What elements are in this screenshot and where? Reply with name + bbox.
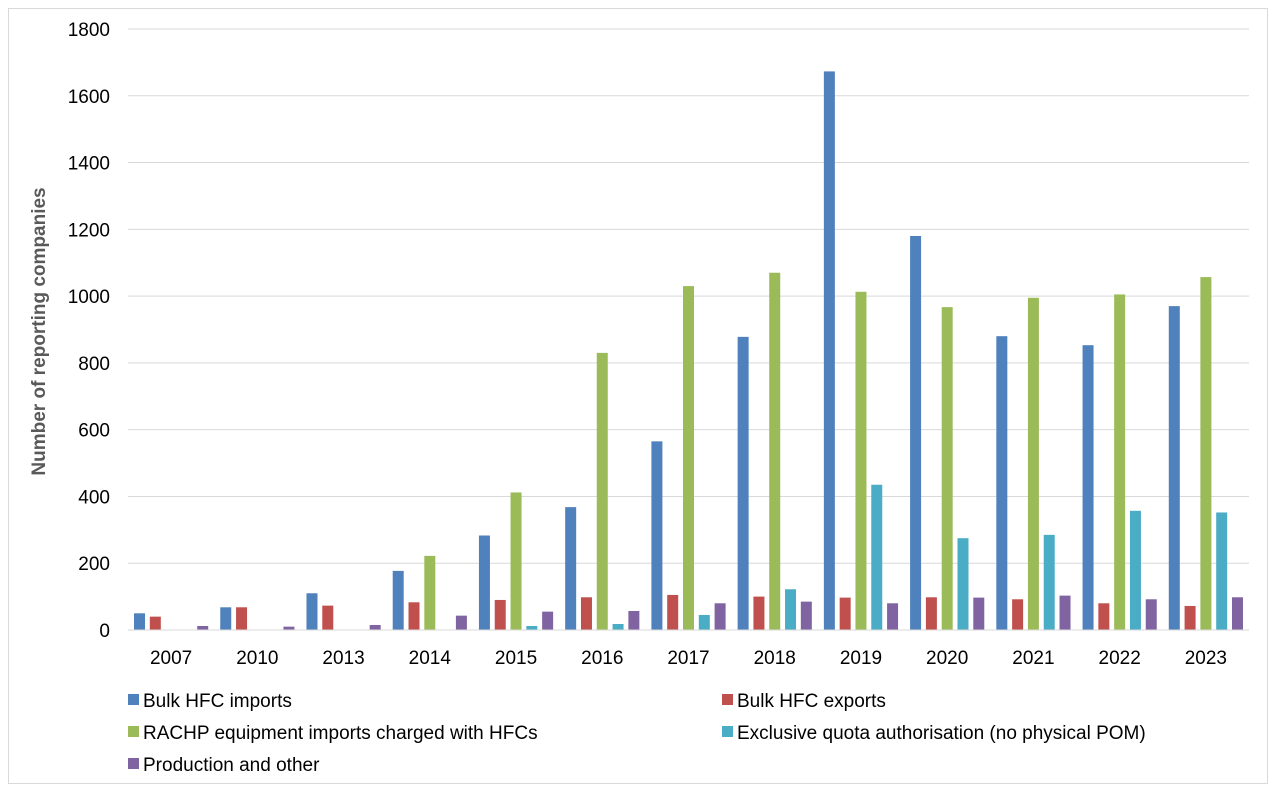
bar-2022-series-2 <box>1098 603 1110 630</box>
x-tick-label: 2007 <box>150 648 192 669</box>
y-tick-label: 400 <box>78 487 110 508</box>
bar-2021-series-3 <box>1027 297 1039 630</box>
bar-2015-series-5 <box>542 611 554 630</box>
bar-2014-series-5 <box>455 615 467 630</box>
bar-2023-series-2 <box>1184 605 1196 630</box>
legend: Bulk HFC imports Bulk HFC exports RACHP eq… <box>128 691 1146 776</box>
bar-2007-series-5 <box>197 625 209 630</box>
bar-2015-series-3 <box>510 492 522 630</box>
bar-2023-series-4 <box>1216 512 1228 630</box>
legend-swatch <box>128 758 139 769</box>
x-axis-ticks: 2007 2010 2013 2014 2015 2016 2017 2018 2019 2020… <box>150 648 1227 669</box>
y-tick-label: 1000 <box>68 287 110 308</box>
legend-label: Production and other <box>143 755 320 776</box>
bar-2013-series-2 <box>322 605 334 630</box>
legend-label: Bulk HFC exports <box>737 691 886 712</box>
legend-swatch <box>722 726 733 737</box>
bar-2010-series-5 <box>283 626 295 630</box>
bar-2019-series-2 <box>839 597 851 630</box>
bar-2016-series-2 <box>580 597 592 630</box>
bar-2018-series-5 <box>800 601 812 630</box>
bar-2019-series-3 <box>855 291 867 630</box>
bar-2022-series-3 <box>1114 294 1126 630</box>
bar-2019-series-4 <box>871 484 883 630</box>
legend-swatch <box>128 694 139 705</box>
x-tick-label: 2018 <box>754 648 796 669</box>
bar-2020-series-5 <box>973 597 985 630</box>
bar-2023-series-3 <box>1200 277 1212 630</box>
x-tick-label: 2022 <box>1099 648 1141 669</box>
bar-2022-series-5 <box>1145 599 1157 630</box>
legend-label: Bulk HFC imports <box>143 691 292 712</box>
x-tick-label: 2010 <box>236 648 278 669</box>
bar-2007-series-1 <box>134 613 146 630</box>
bar-2017-series-1 <box>651 441 663 630</box>
x-tick-label: 2014 <box>409 648 452 669</box>
bar-2019-series-1 <box>823 71 835 631</box>
bar-2021-series-2 <box>1012 599 1024 630</box>
bar-2022-series-4 <box>1129 510 1141 630</box>
bar-2015-series-2 <box>494 599 506 630</box>
y-axis-ticks: 0 200 400 600 800 1000 1200 1400 1600 1800 <box>68 20 110 642</box>
x-tick-label: 2023 <box>1185 648 1227 669</box>
x-tick-label: 2017 <box>667 648 709 669</box>
bar-2020-series-1 <box>910 236 922 630</box>
x-tick-label: 2020 <box>926 648 968 669</box>
bar-2017-series-4 <box>698 614 710 630</box>
bar-2015-series-1 <box>478 535 490 630</box>
bar-2021-series-4 <box>1043 534 1055 630</box>
bar-2016-series-4 <box>612 623 624 630</box>
bar-2023-series-1 <box>1168 306 1180 630</box>
bar-2017-series-3 <box>683 286 694 630</box>
bar-2014-series-2 <box>408 602 420 630</box>
bar-2014-series-3 <box>424 555 436 630</box>
bar-2016-series-3 <box>596 352 608 630</box>
bar-2010-series-1 <box>220 607 232 630</box>
bar-2013-series-5 <box>369 624 381 630</box>
bar-2018-series-4 <box>785 589 797 630</box>
bar-2014-series-1 <box>392 570 404 630</box>
bar-2017-series-5 <box>714 603 726 630</box>
x-tick-label: 2016 <box>581 648 623 669</box>
y-tick-label: 1600 <box>68 87 110 108</box>
y-tick-label: 1400 <box>68 154 110 175</box>
bar-2015-series-4 <box>526 625 538 630</box>
y-tick-label: 600 <box>78 421 110 442</box>
y-tick-label: 200 <box>78 554 110 575</box>
y-tick-label: 1200 <box>68 220 110 241</box>
bars <box>134 71 1243 631</box>
bar-2016-series-1 <box>565 507 577 630</box>
y-tick-label: 1800 <box>68 20 110 41</box>
bar-2013-series-1 <box>306 593 318 630</box>
x-tick-label: 2019 <box>840 648 882 669</box>
y-axis-title: Number of reporting companies <box>29 187 50 475</box>
bar-2019-series-5 <box>887 603 899 630</box>
bar-2007-series-2 <box>149 616 161 630</box>
legend-swatch <box>128 726 139 737</box>
legend-label: Exclusive quota authorisation (no physic… <box>737 723 1146 744</box>
bar-2018-series-1 <box>737 336 749 630</box>
bar-2018-series-2 <box>753 596 765 630</box>
y-tick-label: 800 <box>78 354 110 375</box>
bar-2020-series-4 <box>957 538 969 630</box>
bar-2016-series-5 <box>628 610 640 630</box>
bar-2021-series-5 <box>1059 595 1071 630</box>
bar-2022-series-1 <box>1082 345 1094 630</box>
gridlines <box>128 28 1249 564</box>
x-tick-label: 2021 <box>1012 648 1054 669</box>
y-tick-label: 0 <box>99 621 110 642</box>
bar-2017-series-2 <box>667 594 679 630</box>
x-tick-label: 2015 <box>495 648 537 669</box>
x-tick-label: 2013 <box>322 648 364 669</box>
bar-2010-series-2 <box>236 607 248 630</box>
legend-label: RACHP equipment imports charged with HFC… <box>143 723 538 744</box>
legend-swatch <box>722 694 733 705</box>
bar-2018-series-3 <box>769 272 781 630</box>
bar-2023-series-5 <box>1231 597 1243 630</box>
chart-frame <box>8 8 1268 784</box>
bar-2021-series-1 <box>996 336 1008 630</box>
bar-2020-series-2 <box>925 597 937 630</box>
bar-2020-series-3 <box>941 307 953 630</box>
